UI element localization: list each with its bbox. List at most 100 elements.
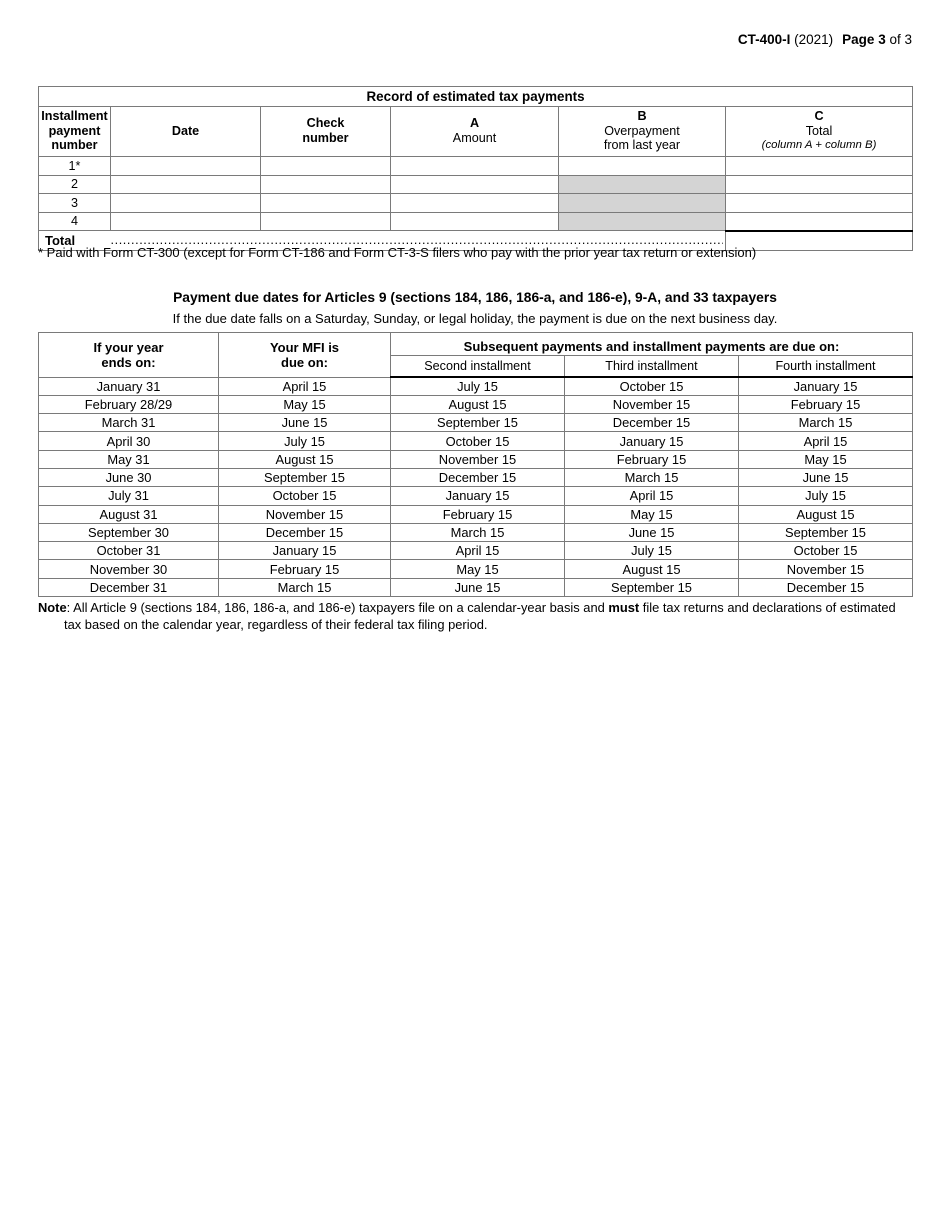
note-block: Note: All Article 9 (sections 184, 186, … [38, 600, 914, 633]
col-header-mfi-due: Your MFI is due on: [218, 332, 391, 378]
mfi-cell: July 15 [218, 431, 391, 451]
total-cell[interactable] [724, 174, 914, 194]
page-total-label: of 3 [889, 32, 912, 47]
mfi-cell: April 15 [218, 376, 391, 396]
fourth-installment-cell: April 15 [738, 431, 913, 451]
dot-leader: ........................................… [110, 233, 724, 247]
table-row: April 30 July 15 October 15 January 15 A… [38, 431, 913, 451]
note-text: Note: All Article 9 (sections 184, 186, … [38, 600, 914, 633]
installment-number: 4 [38, 211, 111, 231]
second-installment-cell: February 15 [390, 504, 565, 524]
check-number-cell[interactable] [260, 211, 391, 231]
third-installment-cell: December 15 [564, 413, 739, 433]
total-row-leader: ........................................… [110, 230, 726, 251]
year-end-cell: January 31 [38, 376, 219, 396]
table-row: 1* [38, 156, 914, 176]
fourth-installment-cell: August 15 [738, 504, 913, 524]
table-row: June 30 September 15 December 15 March 1… [38, 467, 913, 488]
table-row: 4 [38, 211, 914, 232]
fourth-installment-cell: March 15 [738, 413, 913, 433]
fourth-installment-cell: October 15 [738, 541, 913, 561]
total-row-label: Total [38, 230, 111, 251]
mfi-cell: February 15 [218, 559, 391, 579]
year-end-cell: August 31 [38, 504, 219, 524]
third-installment-cell: May 15 [564, 504, 739, 524]
table-row: May 31 August 15 November 15 February 15… [38, 449, 913, 469]
total-cell[interactable] [724, 156, 914, 176]
col-header-second-installment: Second installment [390, 355, 565, 378]
col-header-c-total: C Total (column A + column B) [724, 106, 914, 157]
date-cell[interactable] [110, 156, 261, 176]
col-header-check-number: Check number [260, 106, 391, 157]
fourth-installment-cell: December 15 [738, 577, 913, 598]
page-header: CT-400-I (2021) Page 3 of 3 [738, 32, 912, 47]
installment-number: 3 [38, 193, 111, 213]
note-label: Note [38, 600, 67, 615]
year-end-cell: February 28/29 [38, 394, 219, 415]
note-emphasis: must [608, 600, 640, 615]
table-row: 2 [38, 174, 914, 194]
third-installment-cell: February 15 [564, 449, 739, 469]
mfi-cell: October 15 [218, 486, 391, 506]
overpayment-cell[interactable] [558, 156, 726, 176]
record-table-title: Record of estimated tax payments [37, 86, 914, 107]
second-installment-cell: July 15 [390, 376, 565, 396]
year-end-cell: November 30 [38, 559, 219, 579]
col-header-date: Date [110, 106, 261, 157]
amount-cell[interactable] [390, 193, 559, 213]
amount-cell[interactable] [390, 174, 559, 194]
total-row-value[interactable] [724, 230, 914, 251]
mfi-cell: August 15 [218, 449, 391, 469]
table-row: October 31 January 15 April 15 July 15 O… [38, 541, 913, 561]
overpayment-cell-shaded [558, 193, 726, 213]
form-year: (2021) [794, 32, 834, 47]
table-row: March 31 June 15 September 15 December 1… [38, 413, 913, 433]
date-cell[interactable] [110, 211, 261, 231]
date-cell[interactable] [110, 174, 261, 194]
third-installment-cell: August 15 [564, 559, 739, 579]
mfi-cell: May 15 [218, 394, 391, 415]
page-number-label: Page 3 [842, 32, 886, 47]
third-installment-cell: July 15 [564, 541, 739, 561]
fourth-installment-cell: January 15 [738, 376, 913, 396]
third-installment-cell: March 15 [564, 467, 739, 488]
check-number-cell[interactable] [260, 174, 391, 194]
total-row: Total ..................................… [38, 230, 914, 251]
total-cell[interactable] [724, 211, 914, 232]
third-installment-cell: April 15 [564, 486, 739, 506]
year-end-cell: March 31 [38, 413, 219, 433]
col-header-fourth-installment: Fourth installment [738, 355, 913, 378]
total-cell[interactable] [724, 193, 914, 213]
mfi-cell: June 15 [218, 413, 391, 433]
check-number-cell[interactable] [260, 193, 391, 213]
year-end-cell: December 31 [38, 577, 219, 598]
col-header-a-amount: A Amount [390, 106, 559, 157]
table-row: 3 [38, 193, 914, 213]
amount-cell[interactable] [390, 156, 559, 176]
due-dates-subtitle: If the due date falls on a Saturday, Sun… [172, 311, 778, 326]
second-installment-cell: December 15 [390, 467, 565, 488]
payment-due-dates-table: If your year ends on: Your MFI is due on… [38, 332, 913, 598]
table-row: November 30 February 15 May 15 August 15… [38, 559, 913, 579]
table-row: August 31 November 15 February 15 May 15… [38, 504, 913, 524]
second-installment-cell: November 15 [390, 449, 565, 469]
year-end-cell: April 30 [38, 431, 219, 451]
mfi-cell: December 15 [218, 522, 391, 543]
fourth-installment-cell: November 15 [738, 559, 913, 579]
overpayment-cell-shaded [558, 211, 726, 231]
fourth-installment-cell: February 15 [738, 394, 913, 415]
table-row: January 31 April 15 July 15 October 15 J… [38, 376, 913, 396]
second-installment-cell: April 15 [390, 541, 565, 561]
mfi-cell: November 15 [218, 504, 391, 524]
mfi-cell: March 15 [218, 577, 391, 598]
form-id: CT-400-I [737, 32, 791, 47]
check-number-cell[interactable] [260, 156, 391, 176]
date-cell[interactable] [110, 193, 261, 213]
amount-cell[interactable] [390, 211, 559, 231]
table-row: September 30 December 15 March 15 June 1… [38, 522, 913, 543]
second-installment-cell: March 15 [390, 522, 565, 543]
col-header-year-end: If your year ends on: [38, 332, 219, 378]
installment-number: 2 [38, 174, 111, 194]
third-installment-cell: September 15 [564, 577, 739, 598]
